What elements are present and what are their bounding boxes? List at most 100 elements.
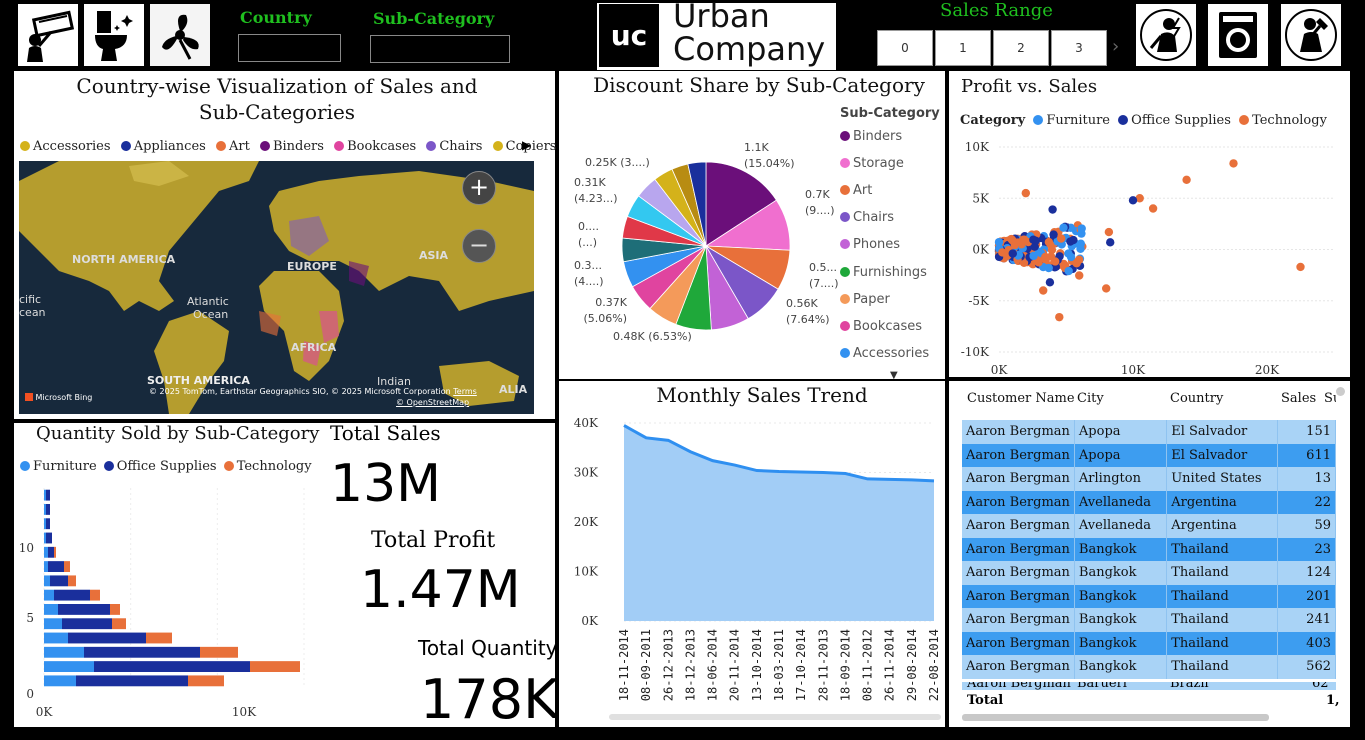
- bar-segment[interactable]: [46, 504, 50, 515]
- bar-segment[interactable]: [44, 675, 76, 687]
- col-header-sales[interactable]: Sales: [1281, 391, 1317, 406]
- scatter-point[interactable]: [1106, 238, 1115, 247]
- table-row[interactable]: Aaron Bergman Bangkok Thailand 23: [962, 537, 1337, 561]
- legend-item[interactable]: Office Supplies: [1118, 113, 1231, 128]
- bar-segment[interactable]: [68, 575, 76, 587]
- pie-legend-item[interactable]: Paper: [840, 292, 890, 307]
- bar-segment[interactable]: [68, 632, 146, 644]
- electrician-icon[interactable]: [1136, 4, 1196, 66]
- scatter-point[interactable]: [1077, 224, 1086, 233]
- bar-segment[interactable]: [46, 489, 50, 501]
- quantity-bar-chart[interactable]: 10 5 00K 10K: [18, 480, 318, 720]
- sales-range-button-2[interactable]: 2: [993, 30, 1049, 66]
- scatter-point[interactable]: [1021, 188, 1030, 198]
- pie-legend-item[interactable]: Chairs: [840, 210, 894, 225]
- scatter-point[interactable]: [1135, 194, 1144, 203]
- pie-legend-item[interactable]: Binders: [840, 129, 902, 144]
- bar-segment[interactable]: [250, 661, 300, 672]
- bar-segment[interactable]: [54, 546, 56, 558]
- scatter-point[interactable]: [1056, 234, 1066, 243]
- scatter-point[interactable]: [1059, 223, 1068, 232]
- bar-segment[interactable]: [46, 518, 50, 530]
- bar-segment[interactable]: [44, 618, 62, 630]
- pie-legend-item[interactable]: Furnishings: [840, 265, 927, 280]
- scatter-point[interactable]: [1034, 258, 1043, 267]
- terms-link[interactable]: Terms: [453, 387, 477, 396]
- scatter-point[interactable]: [1296, 262, 1305, 272]
- bar-segment[interactable]: [188, 675, 224, 687]
- trend-horizontal-scrollbar[interactable]: [609, 714, 941, 720]
- country-filter-box[interactable]: [238, 34, 341, 62]
- bar-segment[interactable]: [94, 661, 250, 672]
- legend-scroll-down-icon[interactable]: ▼: [890, 370, 898, 381]
- col-header-country[interactable]: Country: [1170, 391, 1224, 406]
- scatter-point[interactable]: [1104, 227, 1114, 237]
- scatter-point[interactable]: [1048, 205, 1057, 214]
- bar-segment[interactable]: [44, 532, 46, 544]
- fan-icon[interactable]: [150, 4, 210, 66]
- bar-segment[interactable]: [44, 489, 46, 501]
- bar-segment[interactable]: [44, 561, 48, 572]
- legend-item[interactable]: Art: [215, 139, 250, 154]
- legend-item[interactable]: Office Supplies: [103, 459, 217, 474]
- scatter-point[interactable]: [1076, 239, 1086, 248]
- bar-segment[interactable]: [90, 589, 100, 601]
- toilet-cleaning-icon[interactable]: [84, 4, 144, 66]
- pie-chart[interactable]: [620, 160, 792, 332]
- scatter-point[interactable]: [1066, 237, 1075, 246]
- bar-segment[interactable]: [44, 504, 46, 515]
- scatter-point[interactable]: [1074, 255, 1084, 264]
- legend-item[interactable]: Technology: [223, 459, 312, 474]
- pie-legend-item[interactable]: Bookcases: [840, 319, 922, 334]
- chevron-right-icon[interactable]: ›: [1112, 36, 1120, 57]
- scatter-point[interactable]: [1075, 271, 1084, 280]
- table-row[interactable]: Aaron Bergman Avellaneda Argentina 59: [962, 514, 1337, 538]
- bar-segment[interactable]: [200, 646, 238, 658]
- sales-range-button-0[interactable]: 0: [877, 30, 933, 66]
- scatter-point[interactable]: [1019, 258, 1029, 268]
- ac-repair-icon[interactable]: [18, 4, 78, 66]
- scatter-point[interactable]: [1044, 263, 1053, 273]
- bar-segment[interactable]: [48, 561, 64, 572]
- pie-legend-item[interactable]: Storage: [840, 156, 904, 171]
- legend-item[interactable]: Chairs: [426, 139, 482, 154]
- scatter-point[interactable]: [1044, 237, 1054, 247]
- scatter-point[interactable]: [1045, 278, 1055, 287]
- legend-item[interactable]: Furniture: [1033, 113, 1110, 128]
- legend-item[interactable]: Copiers: [492, 139, 556, 154]
- legend-item[interactable]: Accessories: [20, 139, 111, 154]
- legend-item[interactable]: Furniture: [20, 459, 97, 474]
- bar-segment[interactable]: [76, 675, 188, 687]
- area-line[interactable]: [623, 424, 935, 483]
- bar-segment[interactable]: [84, 646, 200, 658]
- osm-link[interactable]: © OpenStreetMap: [396, 398, 470, 407]
- scatter-point[interactable]: [1010, 240, 1020, 250]
- scatter-point[interactable]: [1148, 204, 1158, 213]
- scatter-point[interactable]: [1029, 235, 1038, 244]
- table-row[interactable]: Aaron Bergman Bangkok Thailand 201: [962, 584, 1337, 608]
- scatter-point[interactable]: [994, 237, 1004, 247]
- pie-legend-item[interactable]: Phones: [840, 237, 900, 252]
- bar-segment[interactable]: [50, 575, 68, 587]
- sales-range-button-1[interactable]: 1: [935, 30, 991, 66]
- bar-segment[interactable]: [44, 546, 48, 558]
- bar-segment[interactable]: [64, 561, 70, 572]
- legend-next-icon[interactable]: ▶: [522, 138, 532, 152]
- washing-machine-icon[interactable]: [1208, 4, 1268, 66]
- table-row[interactable]: Aaron Bergman Avellaneda Argentina 22: [962, 490, 1337, 514]
- col-header-customer[interactable]: Customer Name: [967, 391, 1075, 406]
- scatter-point[interactable]: [1128, 196, 1138, 205]
- bar-segment[interactable]: [44, 575, 50, 587]
- scatter-point[interactable]: [1055, 312, 1064, 322]
- sales-range-button-3[interactable]: 3: [1051, 30, 1107, 66]
- legend-item[interactable]: Bookcases: [334, 139, 416, 154]
- bar-segment[interactable]: [44, 646, 84, 658]
- table-row[interactable]: Aaron Bergman Apopa El Salvador 151: [962, 420, 1337, 444]
- bar-segment[interactable]: [146, 632, 172, 644]
- scatter-point[interactable]: [1229, 159, 1238, 168]
- zoom-in-button[interactable]: +: [462, 171, 496, 205]
- plumber-icon[interactable]: [1281, 4, 1341, 66]
- bar-segment[interactable]: [44, 604, 58, 615]
- bar-segment[interactable]: [44, 632, 68, 644]
